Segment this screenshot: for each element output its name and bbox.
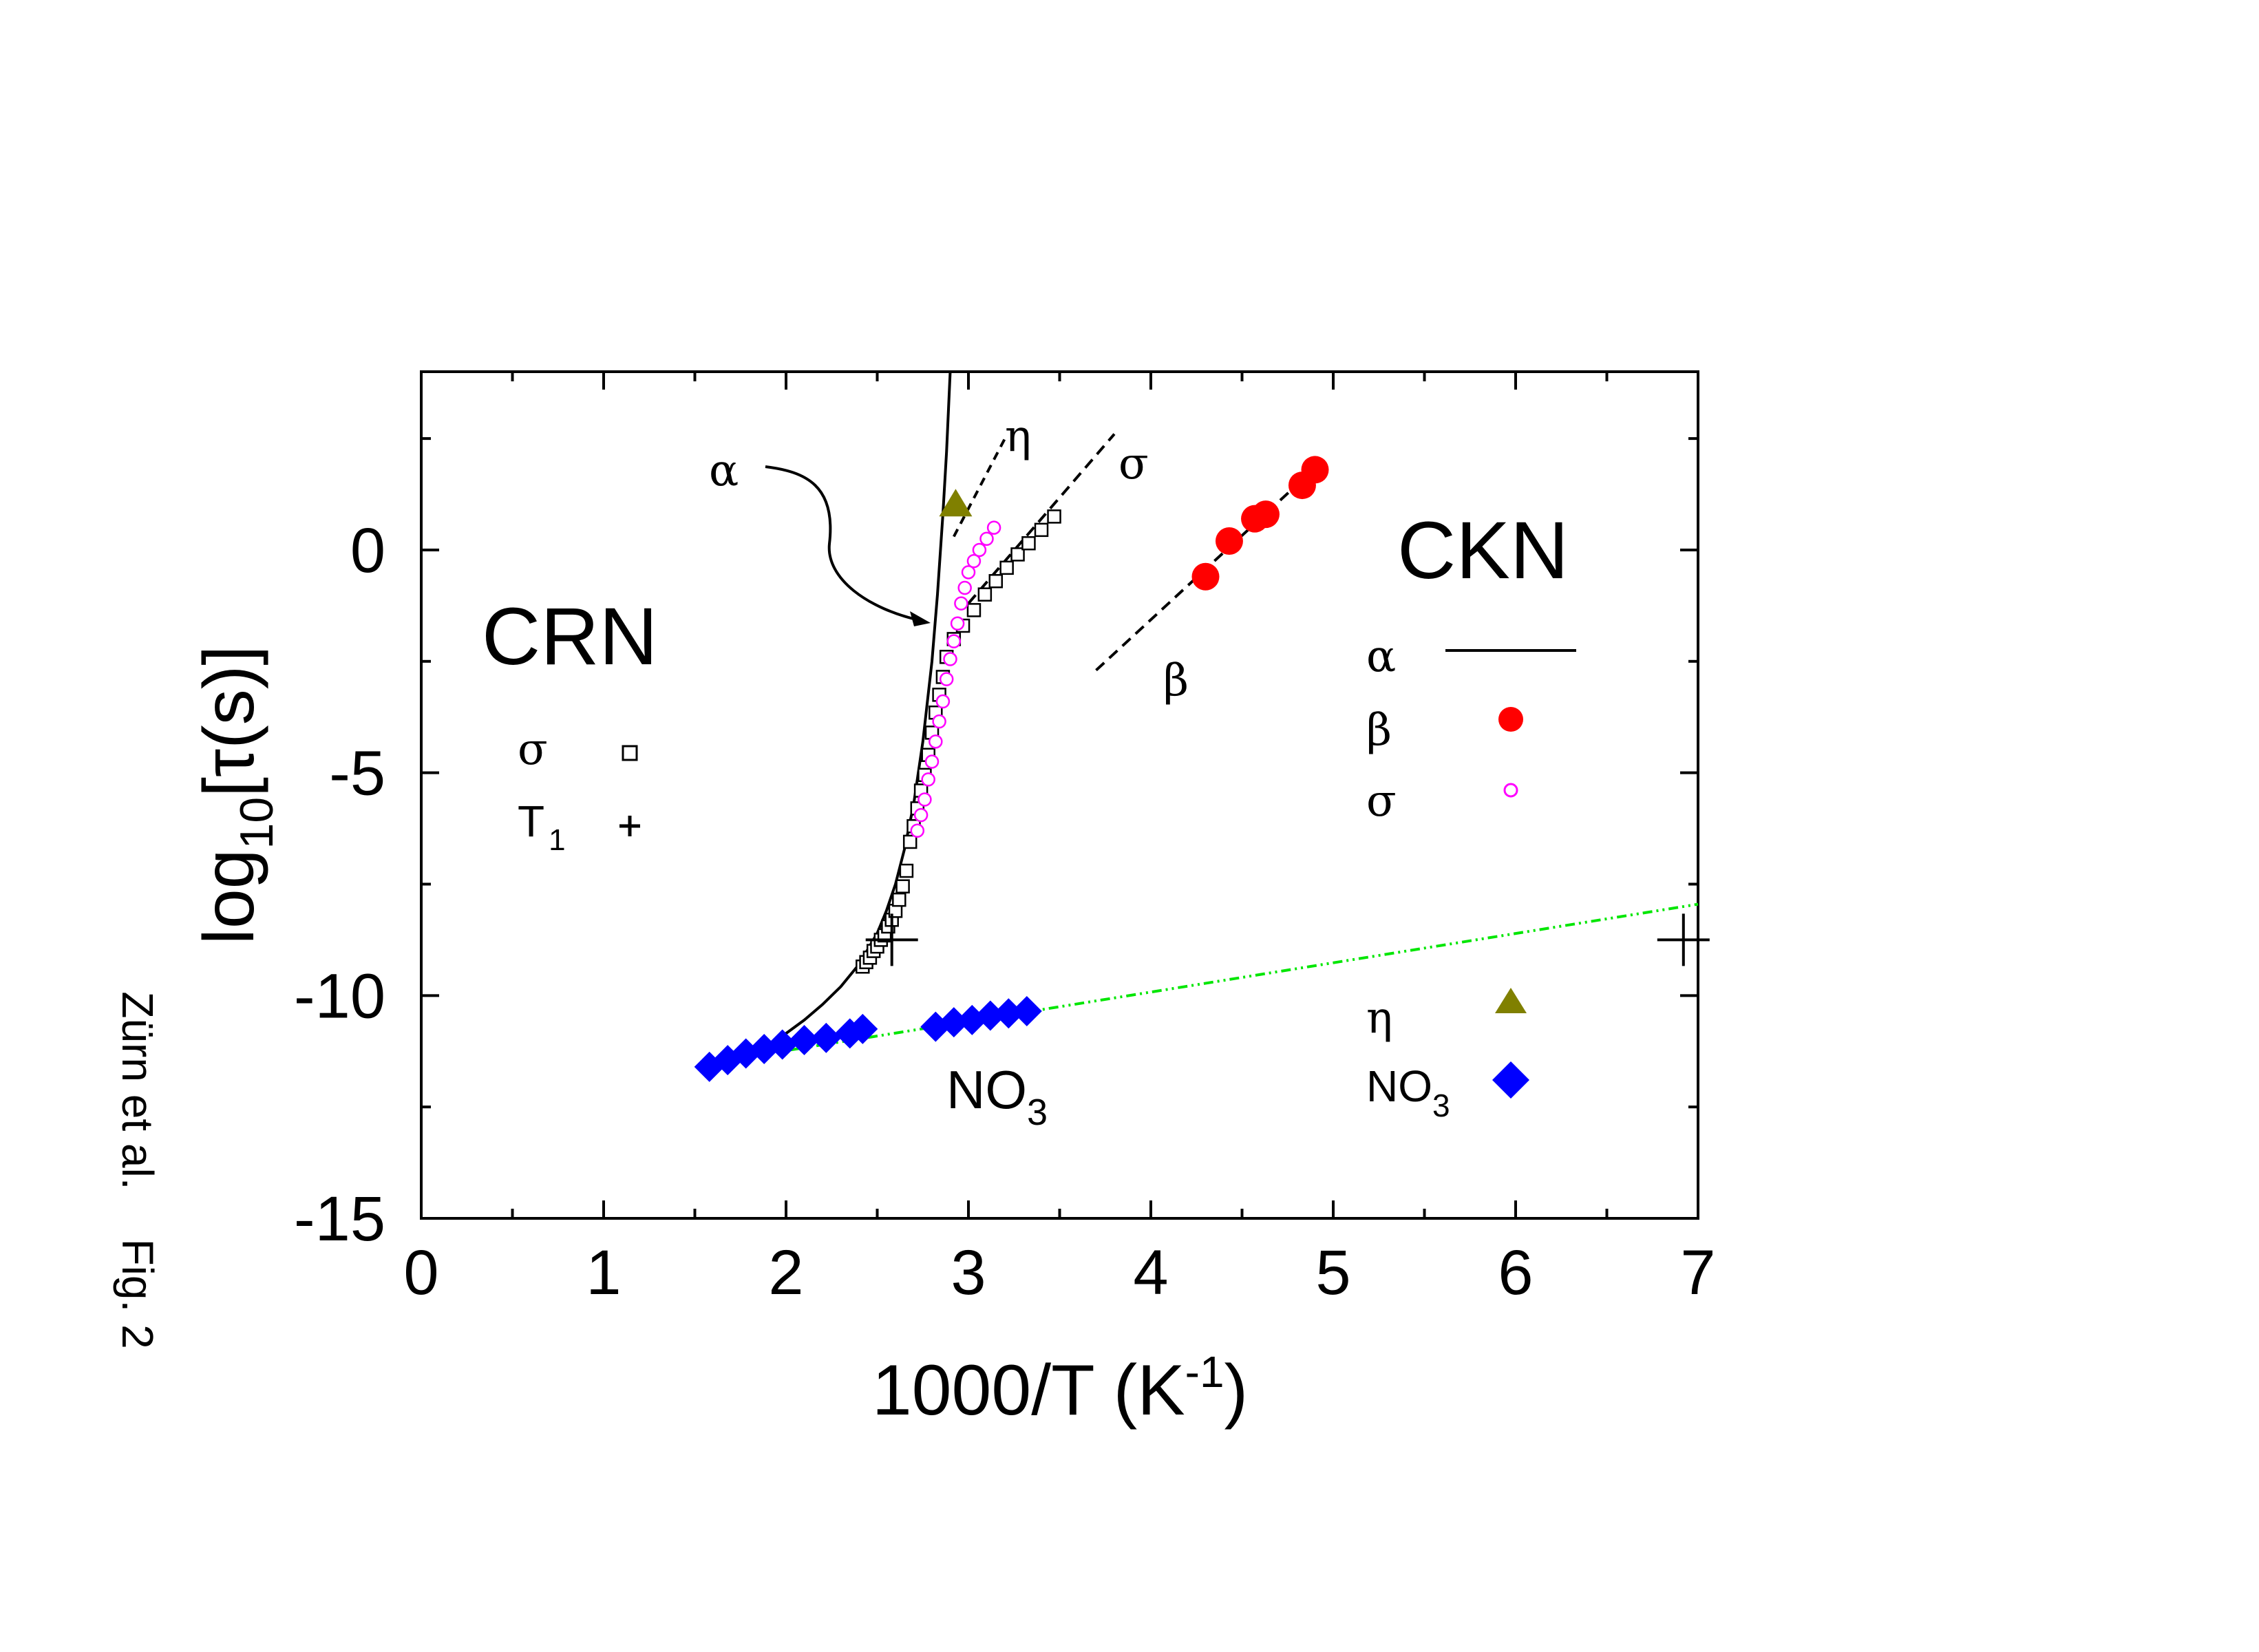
annotation-beta: β: [1163, 655, 1189, 706]
ckn-legend-sigma-marker: [1503, 783, 1518, 798]
ckn-legend-eta-marker: [1495, 988, 1527, 1013]
no3-point: [847, 1013, 878, 1044]
ckn-sigma-point: [943, 652, 957, 666]
y-axis-title: log10[τ(s)]: [189, 646, 283, 945]
ckn-legend-sigma-label: σ: [1366, 776, 1397, 827]
eta-fit-line: [953, 438, 1006, 538]
y-tick-label: -10: [294, 961, 385, 1031]
ckn-sigma-point: [966, 553, 982, 569]
ckn-sigma-point: [932, 714, 946, 729]
ckn-sigma-point: [979, 531, 994, 547]
series-layer: [694, 371, 1710, 1082]
ckn-legend: α β σ η NO3: [1366, 631, 1576, 1123]
ckn-legend-beta-label: β: [1366, 705, 1392, 756]
crn-sigma-point: [999, 560, 1014, 575]
ckn-beta-point: [1251, 500, 1280, 529]
x-axis-title: 1000/T (K-1): [872, 1347, 1248, 1430]
x-tick-label: 5: [1315, 1238, 1350, 1308]
annotation-sigma: σ: [1118, 438, 1149, 489]
crn-sigma-point: [977, 587, 993, 602]
no3-point: [993, 998, 1024, 1029]
x-tick-label: 1: [586, 1238, 621, 1308]
ckn-sigma-point: [946, 634, 962, 648]
no3-point: [811, 1022, 842, 1053]
alpha-pointer-arrow: [765, 465, 923, 622]
x-axis-label-end: ): [1224, 1351, 1249, 1430]
x-tick-label: 2: [768, 1238, 803, 1308]
annotation-no3: NO3: [946, 1059, 1048, 1133]
ckn-sigma-point: [924, 754, 940, 769]
crn-sigma-point: [1010, 547, 1025, 562]
crn-sigma-point: [1034, 522, 1049, 538]
y-tick-label: -15: [294, 1184, 385, 1254]
x-tick-label: 0: [403, 1238, 438, 1308]
y-axis-label-sub: 10: [231, 797, 283, 849]
ckn-sigma-point: [950, 616, 965, 631]
crn-sigma-point: [892, 892, 906, 907]
ckn-sigma-point: [986, 520, 1001, 535]
ckn-legend-beta-marker: [1498, 707, 1523, 732]
crn-sigma-point: [1047, 509, 1061, 524]
ckn-legend-alpha-label: α: [1366, 631, 1396, 682]
ckn-sigma-point: [939, 672, 954, 686]
ckn-sigma-point: [918, 792, 932, 807]
no3-fit-line: [712, 902, 1699, 1064]
x-tick-label: 7: [1680, 1238, 1715, 1308]
ckn-sigma-point: [957, 580, 972, 595]
crn-sigma-point: [1021, 536, 1036, 551]
crn-t1-point: [865, 913, 918, 966]
no3-point: [1011, 995, 1042, 1026]
figure-credit: Zürn et al. Fig. 2: [113, 991, 162, 1349]
no3-point: [975, 1000, 1006, 1031]
x-tick-label: 4: [1133, 1238, 1168, 1308]
ckn-legend-no3-label: NO3: [1366, 1061, 1450, 1123]
crn-legend-sigma-label: σ: [518, 724, 548, 775]
crn-title: CRN: [482, 591, 658, 682]
x-tick-label: 6: [1498, 1238, 1533, 1308]
no3-point: [767, 1029, 798, 1060]
y-axis-label-pre: log: [189, 849, 269, 944]
crn-sigma-point: [988, 574, 1003, 589]
y-axis-label-main: [τ(s)]: [189, 646, 269, 797]
y-tick-label: -5: [329, 739, 385, 809]
ckn-title: CKN: [1397, 505, 1569, 596]
annotation-eta: η: [1005, 411, 1031, 462]
ckn-beta-point: [1301, 456, 1329, 484]
ckn-sigma-point: [929, 734, 943, 749]
axis-ticks: 0 1 2 3 4 5 6 7 -15 -10 -5 0: [294, 372, 1716, 1308]
x-tick-label: 3: [951, 1238, 986, 1308]
crn-sigma-point: [899, 863, 914, 878]
x-axis-label: 1000/T (K: [872, 1351, 1185, 1430]
ckn-sigma-point: [972, 542, 987, 558]
y-tick-label: 0: [350, 516, 385, 586]
alpha-fit-curve: [712, 371, 952, 1068]
ckn-sigma-point: [961, 565, 976, 580]
ckn-sigma-point: [954, 596, 968, 611]
no3-point: [938, 1007, 969, 1038]
crn-t1-point: [1657, 913, 1710, 966]
crn-legend-sigma-marker: [622, 745, 638, 761]
alpha-pointer-arrowhead: [910, 611, 931, 626]
ckn-sigma-point: [935, 694, 951, 709]
ckn-legend-no3-marker: [1492, 1061, 1529, 1099]
ckn-beta-point: [1191, 562, 1220, 591]
x-axis-label-sup: -1: [1185, 1347, 1224, 1397]
crn-sigma-point: [966, 603, 982, 617]
ckn-beta-point: [1215, 527, 1243, 555]
no3-point: [789, 1025, 820, 1056]
annotation-alpha: α: [709, 445, 739, 496]
ckn-sigma-point: [921, 772, 935, 787]
ckn-sigma-point: [910, 823, 925, 838]
ckn-legend-eta-label: η: [1366, 993, 1392, 1044]
crn-sigma-point: [902, 834, 918, 849]
crn-sigma-point: [895, 879, 910, 893]
ckn-eta-point: [939, 489, 973, 517]
ckn-sigma-point: [913, 807, 929, 823]
crn-legend-t1-marker: [619, 816, 640, 836]
